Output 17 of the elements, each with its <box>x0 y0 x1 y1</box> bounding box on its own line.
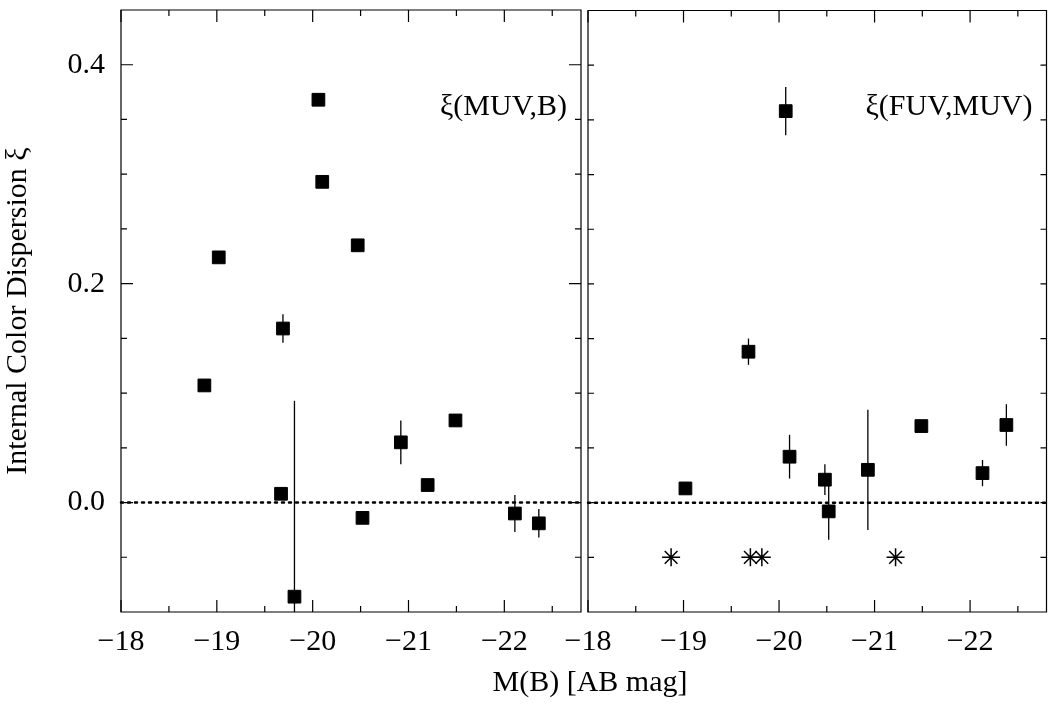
x-tick-label: −19 <box>193 622 241 656</box>
y-tick-label: 0.0 <box>67 483 105 517</box>
x-tick-label: −18 <box>97 622 145 656</box>
annotation: ξ(MUV,B) <box>439 87 567 122</box>
x-tick-label: −20 <box>755 622 803 656</box>
y-axis-title: Internal Color Dispersion ξ <box>0 147 32 475</box>
annotation: ξ(FUV,MUV) <box>865 88 1033 123</box>
x-axis-title: M(B) [AB mag] <box>491 664 689 698</box>
x-tick-label: −22 <box>946 622 994 656</box>
x-tick-label: −21 <box>385 622 432 656</box>
y-tick-label: 0.2 <box>67 264 105 298</box>
y-tick-label: 0.4 <box>67 45 105 79</box>
x-tick-label: −20 <box>289 622 337 656</box>
x-tick-label: −19 <box>660 622 707 656</box>
x-tick-label: −21 <box>851 622 899 656</box>
x-tick-label: −18 <box>564 622 612 656</box>
x-tick-label: −22 <box>480 622 528 656</box>
